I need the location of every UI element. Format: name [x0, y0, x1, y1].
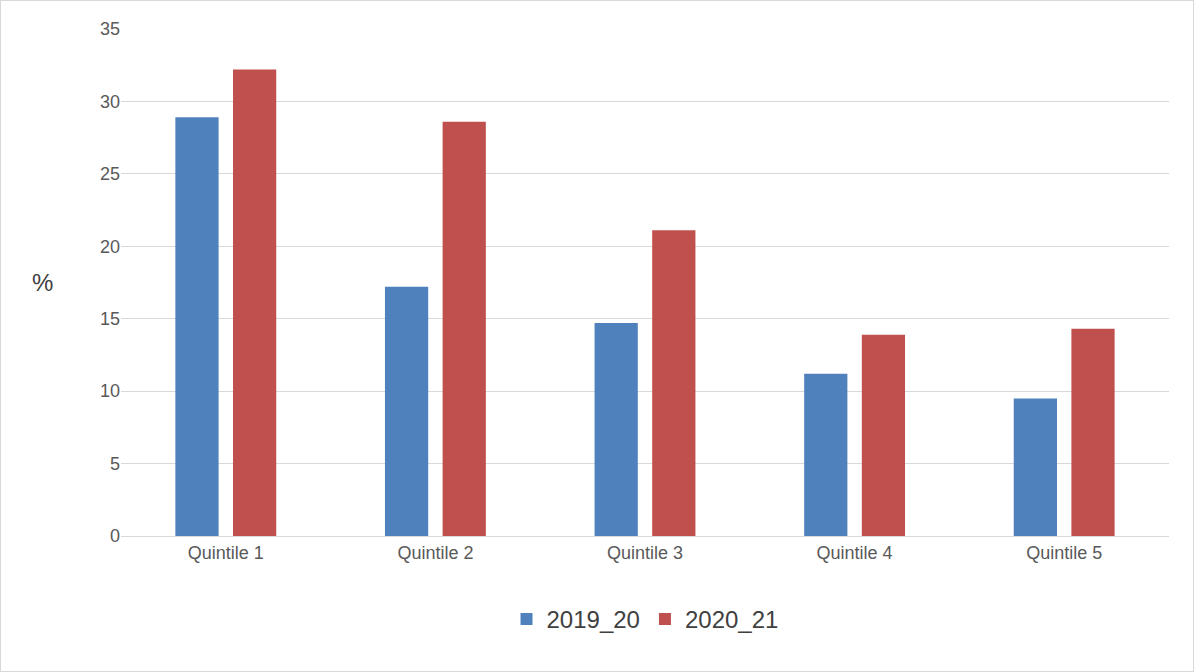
svg-text:20: 20	[100, 237, 120, 257]
svg-text:25: 25	[100, 164, 120, 184]
svg-text:35: 35	[100, 19, 120, 39]
svg-text:15: 15	[100, 309, 120, 329]
svg-text:%: %	[32, 269, 53, 296]
svg-text:5: 5	[110, 454, 120, 474]
svg-text:Quintile 4: Quintile 4	[817, 543, 893, 563]
svg-text:Quintile 5: Quintile 5	[1026, 543, 1102, 563]
svg-text:Quintile 2: Quintile 2	[397, 543, 473, 563]
svg-text:10: 10	[100, 381, 120, 401]
svg-text:0: 0	[110, 526, 120, 546]
svg-text:30: 30	[100, 92, 120, 112]
svg-text:2020_21: 2020_21	[685, 606, 778, 633]
svg-text:Quintile 3: Quintile 3	[607, 543, 683, 563]
svg-text:2019_20: 2019_20	[547, 606, 640, 633]
svg-text:Quintile 1: Quintile 1	[188, 543, 264, 563]
